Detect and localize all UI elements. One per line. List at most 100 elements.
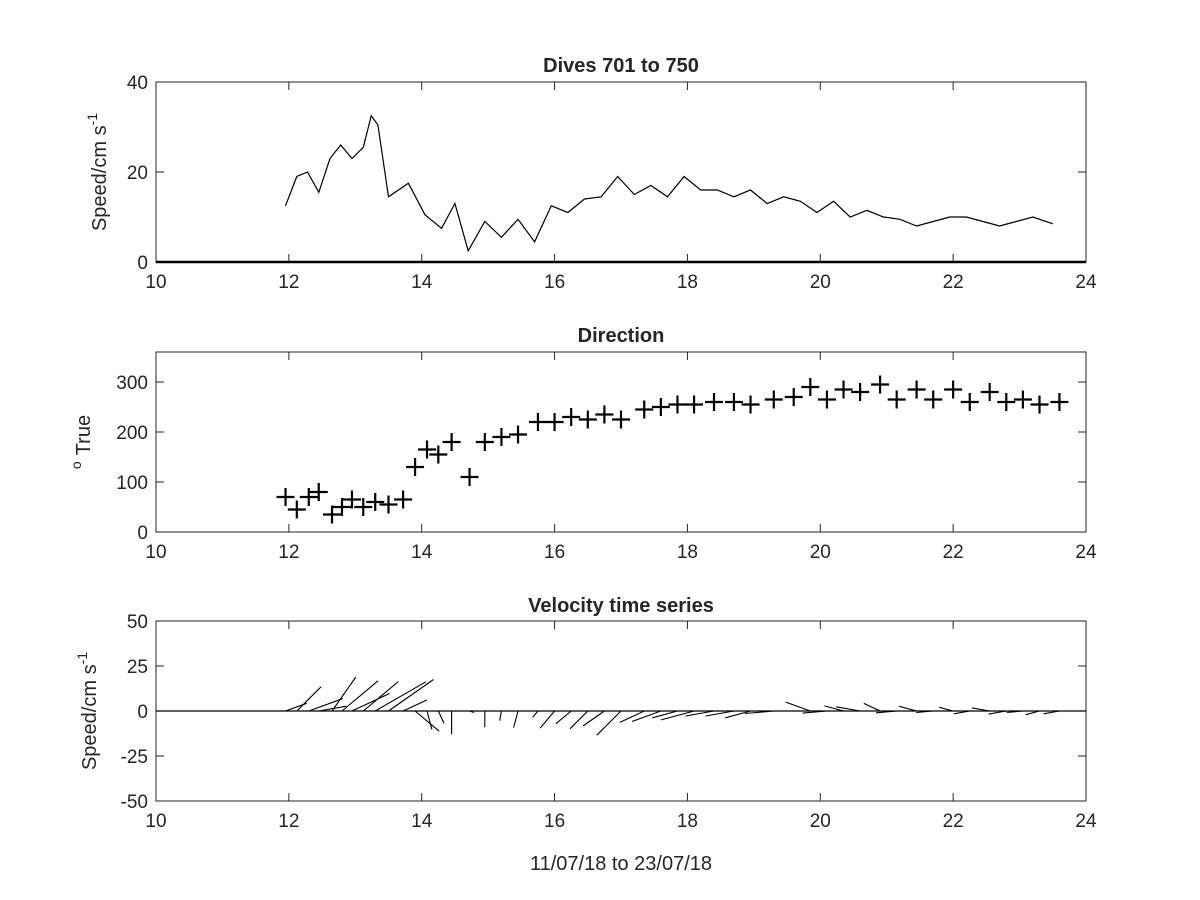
speed-chart-title: Dives 701 to 750 — [543, 55, 699, 77]
speed-panel: Dives 701 to 750 Speed/cm s-1 10 12 14 16 18… — [84, 55, 1097, 293]
velocity-stick — [916, 710, 934, 714]
velocity-stick — [402, 699, 428, 712]
velocity-panel: Velocity time series Speed/cm s-1 10 12 14… — [74, 595, 1097, 832]
speed-y-tick-label: 0 — [137, 253, 148, 274]
velocity-stick — [362, 681, 399, 712]
direction-plus-marker — [907, 380, 926, 399]
direction-plus-marker — [705, 393, 723, 411]
direction-plus-marker — [595, 405, 614, 424]
speed-x-tick-label: 18 — [677, 272, 698, 293]
velocity-stick — [953, 710, 970, 715]
velocity-stick — [499, 710, 502, 721]
direction-plus-marker — [1050, 393, 1069, 411]
direction-plus-marker — [741, 395, 760, 414]
velocity-stick — [971, 707, 990, 712]
velocity-x-tick-label: 12 — [278, 811, 299, 832]
velocity-stick — [660, 710, 695, 721]
direction-plus-marker — [980, 383, 999, 401]
direction-y-axis-label: oTrue — [68, 415, 95, 469]
direction-plus-marker — [342, 490, 361, 509]
direction-plus-marker — [299, 488, 318, 506]
direction-plus-marker — [1030, 395, 1049, 414]
direction-plus-marker — [764, 390, 783, 409]
velocity-x-tick-label: 10 — [145, 811, 166, 832]
direction-plus-marker — [309, 483, 328, 501]
direction-plus-marker — [475, 433, 494, 451]
speed-series-line — [284, 114, 1053, 253]
direction-plus-marker — [851, 383, 870, 401]
direction-plus-marker — [276, 488, 295, 506]
direction-x-tick-label: 24 — [1075, 542, 1097, 563]
velocity-stick — [619, 710, 645, 723]
direction-plus-marker — [562, 408, 581, 426]
direction-plus-marker — [287, 500, 306, 519]
velocity-stick — [802, 710, 827, 714]
direction-plus-marker — [323, 505, 342, 524]
direction-plus-marker — [442, 433, 461, 451]
direction-plus-marker — [460, 468, 479, 486]
direction-plus-marker — [924, 390, 943, 409]
direction-y-tick-label: 0 — [137, 523, 148, 544]
direction-x-tick-label: 10 — [145, 542, 166, 563]
direction-plus-marker — [635, 400, 654, 419]
direction-panel: Direction oTrue 10 12 14 16 18 20 22 24 0 100 200 3… — [68, 325, 1097, 563]
velocity-stick — [426, 710, 433, 730]
velocity-chart-title: Velocity time series — [528, 595, 714, 617]
direction-plus-marker — [333, 498, 351, 516]
velocity-y-tick-label: 25 — [127, 657, 148, 678]
velocity-stick — [863, 702, 881, 712]
velocity-stick — [555, 710, 572, 725]
direction-plus-marker — [429, 445, 448, 464]
direction-plus-marker — [379, 495, 398, 514]
velocity-stick — [1043, 710, 1060, 715]
direction-plus-marker — [492, 428, 511, 446]
direction-plus-marker — [685, 395, 704, 414]
velocity-stick — [939, 706, 954, 712]
speed-y-tick-label: 40 — [127, 73, 148, 94]
speed-x-tick-label: 24 — [1075, 272, 1097, 293]
velocity-stick — [469, 710, 474, 714]
direction-plus-marker — [960, 393, 979, 411]
speed-x-tick-label: 14 — [411, 272, 433, 293]
velocity-stick — [1006, 710, 1023, 713]
direction-plus-marker — [801, 378, 820, 396]
velocity-stick — [532, 710, 539, 718]
speed-x-tick-label: 16 — [544, 272, 565, 293]
direction-plus-marker — [887, 390, 906, 409]
direction-plus-marker — [528, 413, 547, 431]
direction-plus-marker — [724, 393, 743, 411]
velocity-stick — [785, 701, 811, 712]
direction-plus-marker — [944, 380, 963, 399]
direction-plus-marker — [834, 380, 853, 399]
velocity-stick — [374, 681, 427, 712]
direction-plus-marker — [418, 440, 437, 459]
direction-y-tick-label: 100 — [116, 473, 148, 494]
velocity-stick — [318, 705, 347, 712]
direction-plus-marker — [612, 410, 630, 429]
velocity-stick — [631, 710, 662, 723]
velocity-stick — [331, 676, 357, 712]
speed-x-tick-label: 12 — [278, 272, 299, 293]
speed-y-axis-label: Speed/cm s-1 — [84, 113, 111, 231]
velocity-stick — [437, 710, 445, 724]
velocity-stick — [824, 705, 844, 712]
velocity-stick — [388, 679, 434, 712]
direction-plus-marker — [354, 498, 373, 516]
velocity-stick — [745, 710, 774, 715]
velocity-y-tick-label: 0 — [137, 702, 148, 723]
direction-x-tick-label: 22 — [943, 542, 964, 563]
velocity-stick — [513, 710, 519, 728]
velocity-y-axis-label: Speed/cm s-1 — [74, 652, 101, 770]
direction-plus-marker — [545, 413, 564, 431]
direction-chart-title: Direction — [578, 325, 665, 347]
velocity-stick — [596, 710, 622, 736]
direction-y-tick-label: 300 — [116, 373, 148, 394]
velocity-stick — [569, 710, 589, 730]
velocity-stick — [899, 705, 917, 712]
direction-x-tick-label: 12 — [278, 542, 299, 563]
velocity-stick — [705, 710, 735, 717]
velocity-stick — [725, 710, 751, 719]
velocity-y-tick-label: -50 — [121, 792, 148, 813]
velocity-stick — [351, 693, 390, 712]
velocity-x-tick-label: 14 — [411, 811, 433, 832]
